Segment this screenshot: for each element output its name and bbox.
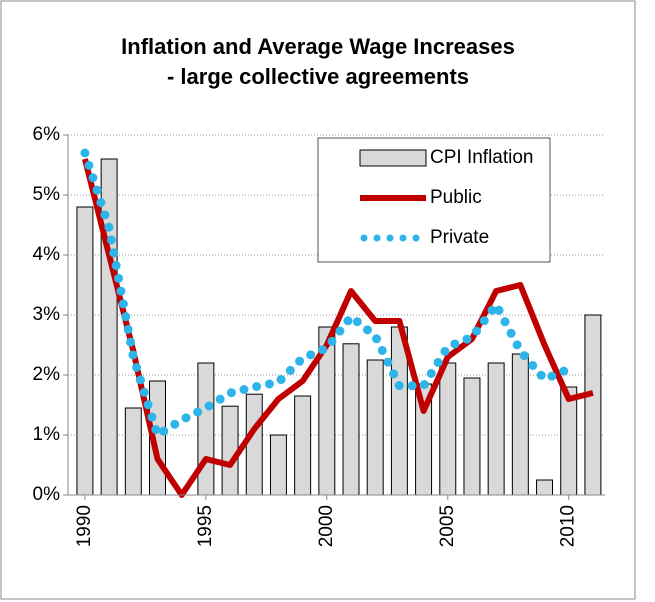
x-tick-label: 2000 (316, 505, 337, 547)
x-tick-label: 2005 (437, 505, 458, 547)
bar (487, 362, 505, 496)
y-tick-label: 4% (33, 244, 61, 265)
bar (269, 434, 287, 496)
bar (536, 479, 554, 496)
bar (76, 206, 94, 496)
bar (560, 386, 578, 496)
bar (221, 405, 239, 496)
legend-label: CPI Inflation (430, 147, 534, 168)
x-tick-label: 1995 (195, 505, 216, 547)
chart-title: Inflation and Average Wage Increases (121, 34, 515, 59)
y-tick-label: 0% (33, 484, 61, 505)
legend-label: Public (430, 187, 482, 208)
bar (294, 395, 312, 496)
y-tick-label: 5% (33, 184, 61, 205)
private-line (80, 148, 574, 440)
y-tick-label: 3% (33, 304, 61, 325)
public-line (82, 158, 594, 498)
bar (511, 353, 529, 496)
y-tick-label: 1% (33, 424, 61, 445)
chart-title: - large collective agreements (167, 64, 469, 89)
legend-swatch (359, 149, 427, 167)
x-tick-label: 1990 (74, 505, 95, 547)
bar (124, 407, 142, 496)
bar (439, 362, 457, 496)
bar (100, 158, 118, 496)
y-tick-label: 6% (33, 124, 61, 145)
bar (584, 314, 602, 496)
y-tick-label: 2% (33, 364, 61, 385)
x-tick-label: 2010 (558, 505, 579, 547)
bar (463, 377, 481, 496)
bar (197, 362, 215, 496)
bar (245, 393, 263, 496)
legend-box (317, 137, 551, 263)
bar (342, 343, 360, 496)
bar (366, 359, 384, 496)
legend-label: Private (430, 227, 489, 248)
